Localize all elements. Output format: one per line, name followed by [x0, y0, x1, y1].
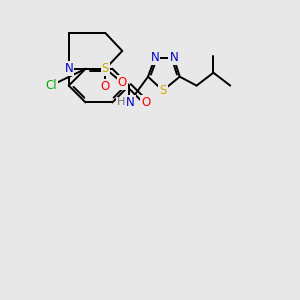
Text: N: N: [151, 51, 159, 64]
Text: N: N: [169, 51, 178, 64]
Text: N: N: [64, 62, 73, 75]
Text: N: N: [126, 96, 135, 109]
Text: Cl: Cl: [45, 79, 57, 92]
Text: O: O: [101, 80, 110, 93]
Text: O: O: [118, 76, 127, 89]
Text: O: O: [141, 96, 151, 109]
Text: S: S: [159, 84, 167, 97]
Text: S: S: [102, 62, 109, 75]
Text: H: H: [117, 98, 125, 107]
